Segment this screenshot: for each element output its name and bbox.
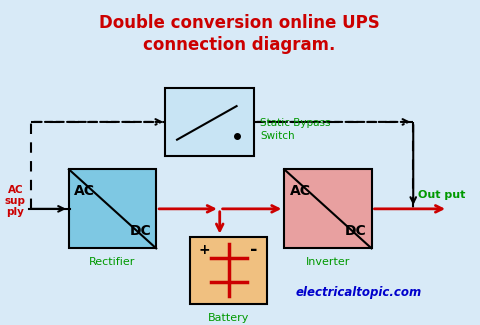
Text: AC: AC — [74, 184, 95, 198]
Text: Static Bypass
Switch: Static Bypass Switch — [261, 118, 331, 141]
Bar — [284, 169, 372, 248]
Text: Inverter: Inverter — [306, 257, 350, 267]
Bar — [190, 237, 267, 304]
Text: AC: AC — [289, 184, 311, 198]
Text: AC
sup
ply: AC sup ply — [5, 185, 26, 217]
Text: +: + — [198, 243, 210, 257]
Text: connection diagram.: connection diagram. — [144, 36, 336, 54]
Text: Double conversion online UPS: Double conversion online UPS — [99, 14, 380, 32]
Text: Rectifier: Rectifier — [89, 257, 136, 267]
Bar — [69, 169, 156, 248]
Text: Battery: Battery — [208, 313, 249, 322]
Text: DC: DC — [130, 224, 151, 238]
Text: Out put: Out put — [418, 190, 466, 200]
Bar — [165, 88, 254, 155]
Text: -: - — [250, 241, 257, 259]
Text: DC: DC — [345, 224, 367, 238]
Text: electricaltopic.com: electricaltopic.com — [296, 286, 422, 299]
